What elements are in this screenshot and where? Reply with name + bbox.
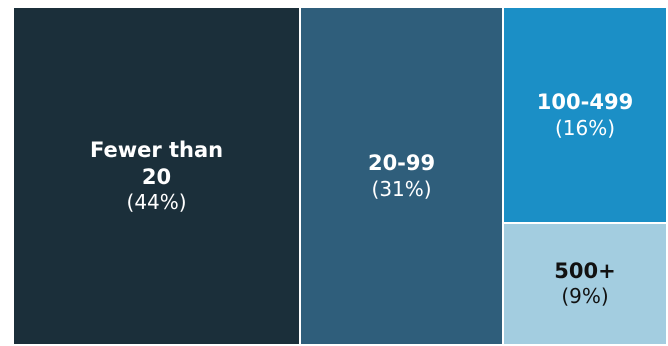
tile-label: 20-99 (367, 151, 436, 176)
tile-value-label: (16%) (554, 115, 616, 140)
tile-value-label: (31%) (371, 176, 432, 201)
tile-label: 500+ (554, 259, 616, 284)
treemap-tile: 100-499 (16%) (504, 8, 666, 222)
treemap-tile: 500+ (9%) (504, 223, 666, 344)
treemap-tile: 20-99 (31%) (301, 8, 502, 344)
treemap-tile: Fewer than 20 (44%) (14, 8, 300, 344)
tile-value-label: (44%) (126, 189, 187, 214)
tile-label: 100-499 (536, 90, 634, 115)
tile-label: Fewer than 20 (89, 138, 224, 189)
tile-value-label: (9%) (561, 284, 609, 309)
